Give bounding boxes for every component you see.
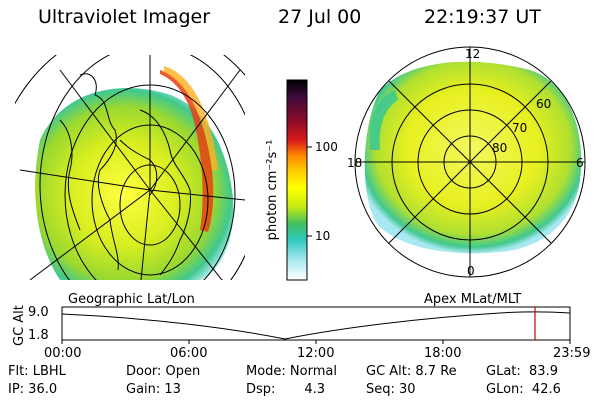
altitude-ytick-high: 9.0 [28,305,49,320]
right-aurora-image [364,61,582,254]
date-label: 27 Jul 00 [278,6,362,28]
coastline [79,73,119,271]
colorbar-tick-10: 10 [315,229,331,243]
mlt-label-6: 6 [576,156,584,170]
seq-status: Seq: 30 [366,382,416,397]
left-map-label: Geographic Lat/Lon [68,292,195,307]
mode-status: Mode: Normal [246,364,337,379]
mlat-label-80: 80 [492,141,508,155]
gc-alt-status: GC Alt: 8.7 Re [366,364,457,379]
altitude-ytick-low: 1.8 [28,328,49,343]
altitude-curve [61,311,571,340]
mlt-label-18: 18 [347,156,363,170]
right-map-label: Apex MLat/MLT [424,292,522,307]
gain-status: Gain: 13 [126,382,181,397]
altitude-ylabel: GC Alt [12,305,27,346]
altitude-xtick: 23:59 [553,346,591,361]
altitude-xtick: 12:00 [297,346,335,361]
mlt-label-0: 0 [467,264,475,278]
altitude-xtick: 00:00 [44,346,82,361]
ip-status: IP: 36.0 [8,382,58,397]
app-title: Ultraviolet Imager [38,6,211,28]
mlat-label-70: 70 [512,121,528,135]
polar-mlt-map [354,46,586,278]
dsp-status: Dsp: 4.3 [246,382,326,397]
glat-status: GLat: 83.9 [486,364,558,379]
altitude-xtick: 06:00 [170,346,208,361]
geographic-map [15,55,245,280]
glon-status: GLon: 42.6 [486,382,561,397]
mlat-label-60: 60 [536,97,552,111]
filter-status: Flt: LBHL [8,364,66,379]
mlt-label-12: 12 [465,47,481,61]
altitude-xtick: 18:00 [424,346,462,361]
altitude-plot [61,306,571,344]
colorbar-tick-100: 100 [315,140,338,154]
left-aurora-edge-band [160,70,214,232]
time-label: 22:19:37 UT [424,6,541,28]
colorbar-unit-label: photon cm⁻²s⁻¹ [265,139,280,241]
door-status: Door: Open [126,364,201,379]
color-scale-bar [286,79,308,281]
